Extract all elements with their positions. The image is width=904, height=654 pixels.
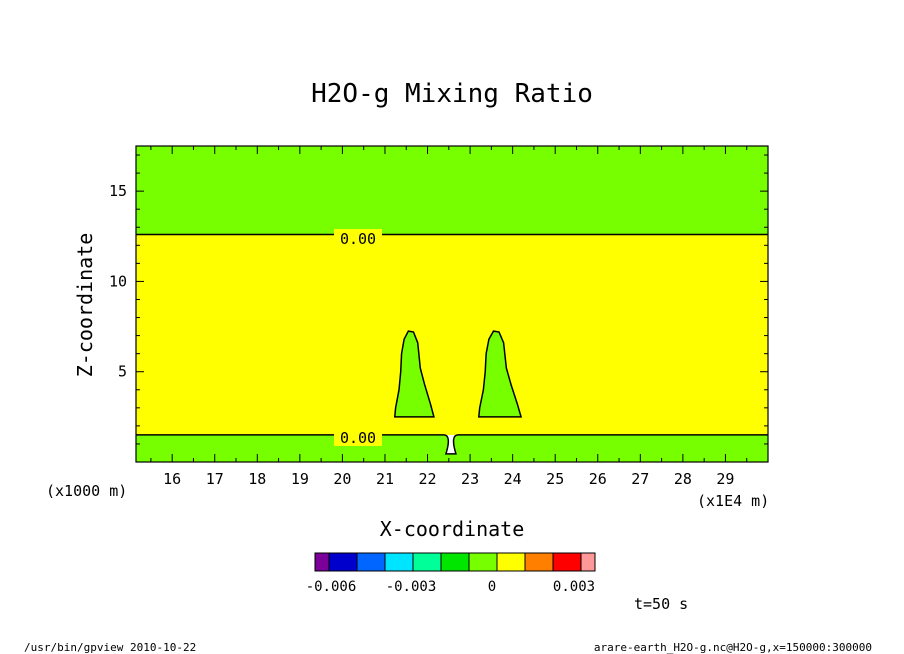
y-tick-label: 15 bbox=[109, 182, 127, 200]
middle-region bbox=[136, 234, 768, 435]
colorbar-label-1: -0.006 bbox=[306, 579, 357, 595]
contour-label-lower: 0.00 bbox=[340, 429, 376, 447]
cloud-blob-right bbox=[477, 330, 523, 418]
colorbar-swatch bbox=[552, 552, 582, 572]
colorbar-swatch bbox=[384, 552, 414, 572]
colorbar-swatch bbox=[524, 552, 554, 572]
x-tick-label: 27 bbox=[631, 470, 649, 488]
colorbar-swatch bbox=[468, 552, 498, 572]
cloud-blob-left bbox=[393, 330, 435, 418]
x-tick-label: 19 bbox=[291, 470, 309, 488]
colorbar-label-3: 0 bbox=[488, 579, 496, 595]
colorbar-label-2: -0.003 bbox=[386, 579, 437, 595]
colorbar bbox=[314, 552, 596, 572]
y-axis-label: Z-coordinate bbox=[73, 233, 97, 378]
plot-area bbox=[136, 146, 768, 462]
colorbar-swatch bbox=[580, 552, 596, 572]
colorbar-swatch bbox=[356, 552, 386, 572]
colorbar-swatch bbox=[328, 552, 358, 572]
time-label: t=50 s bbox=[634, 595, 688, 613]
lower-region bbox=[136, 434, 768, 462]
x-tick-label: 17 bbox=[206, 470, 224, 488]
x-axis-label: X-coordinate bbox=[380, 517, 525, 541]
x-unit-label: (x1E4 m) bbox=[697, 492, 769, 510]
chart-title: H2O-g Mixing Ratio bbox=[311, 79, 593, 109]
x-tick-labels: 16 17 18 19 20 21 22 23 24 25 26 27 28 29 bbox=[163, 470, 734, 488]
colorbar-swatch bbox=[496, 552, 526, 572]
x-tick-label: 26 bbox=[589, 470, 607, 488]
x-tick-label: 24 bbox=[504, 470, 522, 488]
y-tick-label: 10 bbox=[109, 272, 127, 290]
x-tick-label: 22 bbox=[418, 470, 436, 488]
contour-label-bg-lower bbox=[334, 428, 382, 446]
contour-label-upper: 0.00 bbox=[340, 230, 376, 248]
x-tick-label: 28 bbox=[674, 470, 692, 488]
footer-left: /usr/bin/gpview 2010-10-22 bbox=[24, 641, 196, 654]
contour-line-lower bbox=[136, 434, 768, 455]
y-tick-label: 5 bbox=[118, 363, 127, 381]
x-tick-label: 20 bbox=[333, 470, 351, 488]
x-tick-label: 21 bbox=[376, 470, 394, 488]
plot-frame bbox=[135, 145, 769, 463]
colorbar-swatch bbox=[314, 552, 330, 572]
colorbar-swatch bbox=[412, 552, 442, 572]
upper-region bbox=[136, 146, 768, 235]
x-tick-label: 18 bbox=[248, 470, 266, 488]
axis-ticks bbox=[136, 146, 769, 462]
x-tick-label: 16 bbox=[163, 470, 181, 488]
footer-right: arare-earth_H2O-g.nc@H2O-g,x=150000:3000… bbox=[594, 641, 872, 654]
x-tick-label: 25 bbox=[546, 470, 564, 488]
contour-label-bg-upper bbox=[334, 229, 382, 247]
x-tick-label: 23 bbox=[461, 470, 479, 488]
y-unit-label: (x1000 m) bbox=[46, 482, 127, 500]
y-tick-labels: 5 10 15 bbox=[109, 182, 127, 381]
colorbar-label-4: 0.003 bbox=[553, 579, 595, 595]
colorbar-swatch bbox=[440, 552, 470, 572]
x-tick-label: 29 bbox=[716, 470, 734, 488]
